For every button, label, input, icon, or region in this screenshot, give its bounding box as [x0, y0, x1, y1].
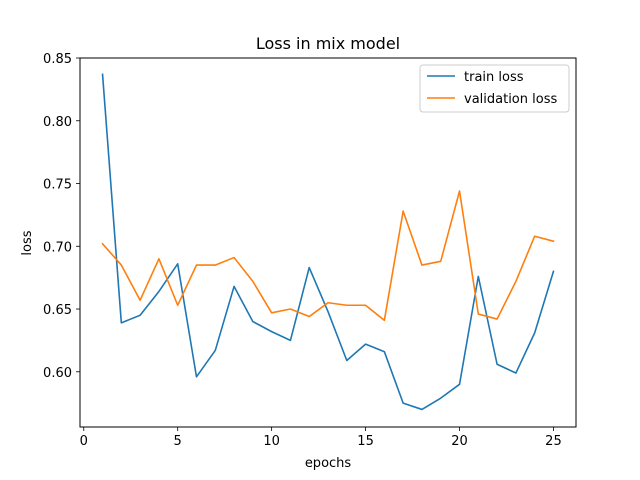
- y-tick-label: 0.85: [43, 52, 72, 67]
- x-axis-ticks: 0 5 10 15 20 25: [80, 427, 562, 449]
- y-tick-label: 0.65: [43, 303, 72, 318]
- x-axis-label: epochs: [305, 456, 352, 471]
- y-tick-label: 0.70: [43, 240, 72, 255]
- x-tick-label: 25: [545, 434, 562, 449]
- chart-title: Loss in mix model: [256, 34, 400, 53]
- x-tick-label: 15: [357, 434, 374, 449]
- x-tick-label: 0: [80, 434, 88, 449]
- legend-label: train loss: [464, 70, 524, 85]
- legend-box: [419, 64, 570, 113]
- y-tick-label: 0.80: [43, 115, 72, 130]
- legend: train loss validation loss: [419, 64, 570, 113]
- plot-frame: [79, 57, 577, 428]
- x-tick-label: 5: [174, 434, 182, 449]
- y-tick-label: 0.75: [43, 178, 72, 193]
- x-tick-label: 10: [263, 434, 280, 449]
- x-tick-label: 20: [451, 434, 468, 449]
- series-line-train-loss: [101, 73, 555, 411]
- series-line-validation-loss: [101, 190, 555, 322]
- y-tick-label: 0.60: [43, 366, 72, 381]
- y-axis-ticks: 0.60 0.65 0.70 0.75 0.80 0.85: [43, 52, 80, 381]
- legend-label: validation loss: [464, 92, 557, 107]
- y-axis-label: loss: [20, 230, 35, 255]
- plot-lines: [101, 73, 555, 411]
